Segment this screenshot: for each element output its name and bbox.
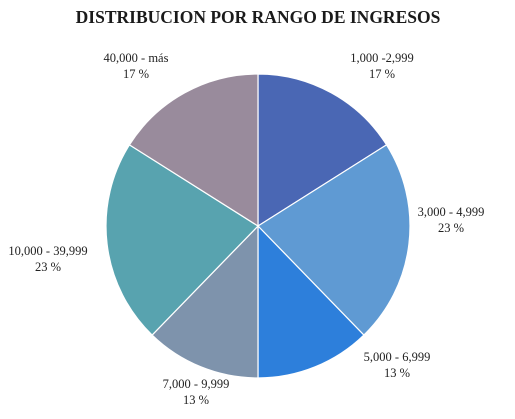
pie-slice-4 [151,224,259,379]
slice-percent-label: 13 % [384,366,410,380]
pie-slice-1 [257,73,388,228]
slice-percent-label: 23 % [35,260,61,274]
slice-category-label: 10,000 - 39,999 [8,244,87,258]
chart-title: DISTRIBUCION POR RANGO DE INGRESOS [76,7,441,27]
slice-percent-label: 17 % [369,67,395,81]
slice-category-label: 3,000 - 4,999 [418,205,485,219]
slice-percent-label: 13 % [183,393,209,407]
slice-category-label: 40,000 - más [104,51,169,65]
slice-labels: 1,000 -2,999 17 % 3,000 - 4,999 23 % 5,000 -… [8,51,484,407]
pie-slice-6 [128,73,259,228]
slice-percent-label: 23 % [438,221,464,235]
pie-slices [105,73,411,379]
pie-slice-2 [257,144,411,336]
pie-slice-5 [105,144,259,336]
slice-category-label: 5,000 - 6,999 [364,350,431,364]
slice-category-label: 7,000 - 9,999 [163,377,230,391]
pie-slice-3 [257,224,365,379]
slice-category-label: 1,000 -2,999 [350,51,414,65]
slice-percent-label: 17 % [123,67,149,81]
